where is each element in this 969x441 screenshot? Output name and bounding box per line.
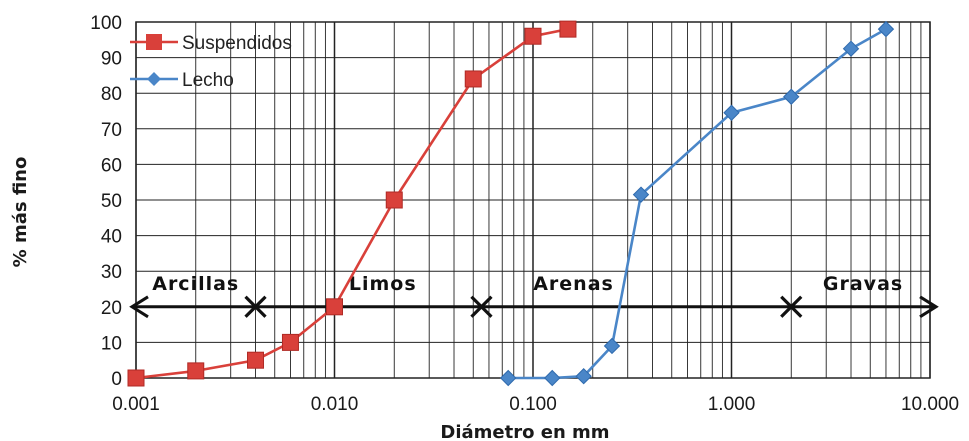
data-point: [524, 27, 542, 45]
y-tick-label: 90: [101, 49, 122, 70]
legend-label-suspendidos: Suspendidos: [182, 33, 292, 54]
data-point: [247, 351, 265, 369]
y-tick-label: 10: [101, 333, 122, 354]
y-tick-labels: 0 10 20 30 40 50 60 70 80 90 100: [90, 13, 122, 390]
range-label: Arcillas: [152, 273, 239, 295]
x-tick-label: 0.010: [311, 394, 359, 415]
legend-label-lecho: Lecho: [182, 70, 234, 91]
data-point: [783, 88, 800, 105]
data-point: [603, 337, 621, 355]
x-tick-label: 1.000: [708, 394, 756, 415]
series-lecho: [499, 20, 895, 387]
data-point: [281, 333, 299, 351]
range-label: Gravas: [823, 273, 903, 295]
legend-marker-lecho: [147, 72, 161, 86]
y-tick-label: 40: [101, 227, 122, 248]
legend-marker-suspendidos: [146, 34, 162, 50]
series: [127, 20, 895, 387]
x-tick-label: 10.000: [901, 394, 959, 415]
y-tick-label: 70: [101, 120, 122, 141]
size-class-ranges: Arcillas Limos Arenas Gravas: [129, 273, 939, 319]
legend: Suspendidos Lecho: [130, 33, 292, 91]
range-arrowhead-left: [129, 295, 149, 319]
range-boundary-marker: [780, 295, 803, 318]
legend-item-suspendidos: Suspendidos: [130, 33, 292, 54]
x-axis-title: Diámetro en mm: [440, 422, 609, 441]
data-point: [842, 40, 860, 57]
y-tick-label: 60: [101, 155, 122, 176]
y-tick-label: 30: [101, 262, 122, 283]
data-point: [464, 70, 482, 88]
x-tick-labels: 0.001 0.010 0.100 1.000 10.000: [112, 394, 959, 415]
data-point: [877, 20, 895, 38]
data-point: [544, 369, 561, 387]
data-point: [723, 104, 740, 121]
y-tick-label: 0: [111, 369, 122, 390]
data-point: [385, 191, 403, 209]
legend-item-lecho: Lecho: [130, 70, 234, 91]
range-arrowhead-right: [919, 295, 939, 319]
y-tick-label: 100: [90, 13, 122, 34]
data-point: [187, 362, 205, 380]
y-tick-label: 20: [101, 298, 122, 319]
range-label: Limos: [349, 273, 417, 295]
data-point: [499, 369, 517, 387]
grid: [135, 21, 931, 379]
series-line: [508, 27, 887, 380]
series-suspendidos: [127, 20, 577, 387]
data-point: [632, 186, 650, 203]
x-tick-label: 0.001: [112, 394, 160, 415]
y-tick-label: 50: [101, 191, 122, 212]
y-axis-title: % más fino: [10, 157, 31, 268]
data-point: [575, 368, 592, 385]
range-boundary-marker: [244, 295, 267, 318]
data-point: [326, 298, 343, 316]
data-point: [127, 369, 145, 387]
data-point: [559, 20, 577, 38]
x-tick-label: 0.100: [509, 394, 557, 415]
y-tick-label: 80: [101, 84, 122, 105]
range-boundary-marker: [470, 295, 493, 318]
range-label: Arenas: [533, 273, 614, 295]
